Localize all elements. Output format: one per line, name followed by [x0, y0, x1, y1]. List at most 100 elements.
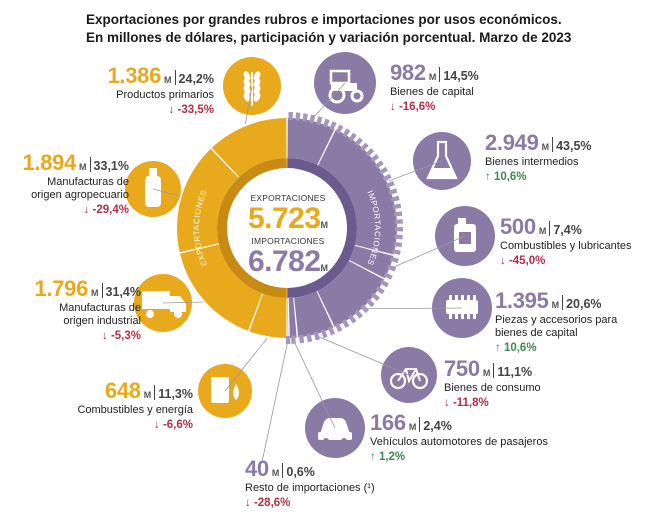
export-leader-2: [152, 188, 180, 197]
imp-unit: M: [541, 142, 550, 152]
imports-segment-3: [349, 245, 394, 279]
separator: [154, 385, 156, 400]
exp-item-4: 648 M 11,3% Combustibles y energía ↓ -6,6%: [77, 378, 193, 431]
imp-label: bienes de capital: [495, 327, 578, 339]
imp-item-4: 1.395 M 20,6% Piezas y accesorios para biene…: [495, 288, 617, 354]
imports-tooth: [335, 124, 344, 134]
exports-segment-1: [211, 118, 287, 177]
exp-share: 11,3%: [158, 387, 193, 401]
imports-tooth: [309, 114, 316, 124]
oil-barrel-glyph: [211, 377, 239, 403]
exp-value: 1.894: [22, 150, 77, 175]
exp-item-header: 1.796 M 31,4%: [34, 276, 141, 302]
exp-label: Manufacturas de: [47, 176, 129, 188]
imports-segment-2: [318, 129, 397, 255]
imp-item-header: 982 M 14,5%: [390, 60, 479, 86]
exp-share: 33,1%: [93, 159, 129, 173]
separator: [552, 137, 554, 152]
import-leader-2: [388, 160, 443, 182]
imp-item-header: 500 M 7,4%: [500, 214, 631, 240]
exp-share: 31,4%: [105, 285, 141, 299]
exp-value: 1.386: [107, 63, 162, 88]
exp-item-3: 1.796 M 31,4% Manufacturas de origen industr…: [34, 276, 141, 342]
imp-item-2: 2.949 M 43,5% Bienes intermedios ↑ 10,6%: [485, 130, 592, 183]
separator: [419, 417, 421, 432]
separator: [89, 157, 91, 172]
imp-item-header: 750 M 11,1%: [444, 356, 541, 382]
imports-tooth: [379, 279, 389, 288]
imports-tooth: [370, 292, 380, 301]
imports-total-value: 6.782: [247, 245, 321, 278]
imports-tooth: [383, 272, 393, 280]
exp-change: ↓ -33,5%: [168, 104, 214, 116]
import-leader-3: [391, 235, 466, 269]
exports-segment-2: [176, 148, 239, 253]
imports-tooth: [291, 335, 296, 344]
imp-change: ↑ 10,6%: [485, 171, 527, 183]
separator: [493, 363, 495, 378]
imp-unit: M: [482, 368, 491, 378]
separator: [282, 463, 284, 478]
imports-tooth: [354, 309, 363, 319]
imports-inner-band: [287, 158, 358, 298]
imp-value: 40: [245, 456, 269, 481]
imports-tooth: [313, 331, 320, 341]
imports-tooth: [382, 173, 392, 182]
imp-unit: M: [551, 300, 560, 310]
imports-segment-5: [294, 291, 334, 338]
imp-label: Bienes intermedios: [485, 156, 579, 168]
imp-label: Bienes de capital: [390, 86, 474, 98]
engine-part-glyph: [446, 295, 478, 319]
exp-unit: M: [164, 75, 172, 85]
imp-share: 7,4%: [553, 223, 582, 237]
imports-tooth: [394, 219, 403, 224]
imp-label: Vehículos automotores de pasajeros: [370, 436, 548, 448]
imp-change: ↑ 1,2%: [370, 451, 406, 463]
imports-tooth: [348, 314, 357, 324]
imp-unit: M: [428, 72, 437, 82]
import-leader-1: [311, 82, 346, 120]
jerrycan-glyph: [454, 218, 476, 252]
imports-tooth: [394, 234, 403, 240]
imports-tooth: [341, 318, 350, 329]
import-leader-5: [316, 335, 410, 376]
exp-item-header: 1.386 M 24,2%: [107, 63, 214, 89]
separator: [549, 221, 551, 236]
imports-tooth: [360, 142, 369, 152]
imp-item-7: 40 M 0,6% Resto de importaciones (¹) ↓ -28,6…: [245, 456, 375, 509]
bicycle-glyph: [389, 368, 429, 390]
exports-total-value: 5.723: [247, 202, 321, 235]
donut-ring: [176, 112, 403, 344]
imports-tooth: [387, 264, 397, 272]
imports-tooth: [378, 166, 388, 175]
import-leader-7: [261, 339, 289, 463]
exp-label: Productos primarios: [116, 89, 214, 101]
separator: [174, 70, 176, 85]
imports-tooth: [365, 298, 375, 308]
imp-label: Resto de importaciones (¹): [245, 482, 375, 494]
export-leader-1: [245, 85, 253, 125]
imports-tooth: [306, 333, 313, 343]
imp-item-header: 166 M 2,4%: [370, 410, 548, 436]
imp-item-1: 982 M 14,5% Bienes de capital ↓ -16,6%: [390, 60, 479, 113]
imports-tooth: [385, 180, 395, 188]
exp-share: 24,2%: [178, 72, 214, 86]
imp-share: 14,5%: [443, 69, 479, 83]
leader-lines: [152, 82, 466, 463]
exp-item-header: 1.894 M 33,1%: [22, 150, 129, 176]
imports-tooth: [388, 188, 398, 195]
imp-item-header: 1.395 M 20,6%: [495, 288, 617, 314]
separator: [562, 295, 564, 310]
imports-tooth: [392, 249, 401, 256]
imports-tooth: [302, 113, 308, 122]
imports-center-title: IMPORTACIONES: [251, 236, 325, 246]
imp-unit: M: [271, 468, 280, 478]
exp-value: 1.796: [34, 276, 89, 301]
export-leader-4: [224, 337, 268, 392]
chart-title: Exportaciones por grandes rubros e impor…: [86, 11, 606, 47]
imports-tooth: [288, 112, 293, 121]
imp-item-5: 750 M 11,1% Bienes de consumo ↓ -11,8%: [444, 356, 541, 409]
imports-tooth: [392, 203, 402, 210]
exp-change: ↓ -6,6%: [154, 419, 193, 431]
bottle-glyph: [145, 168, 161, 207]
